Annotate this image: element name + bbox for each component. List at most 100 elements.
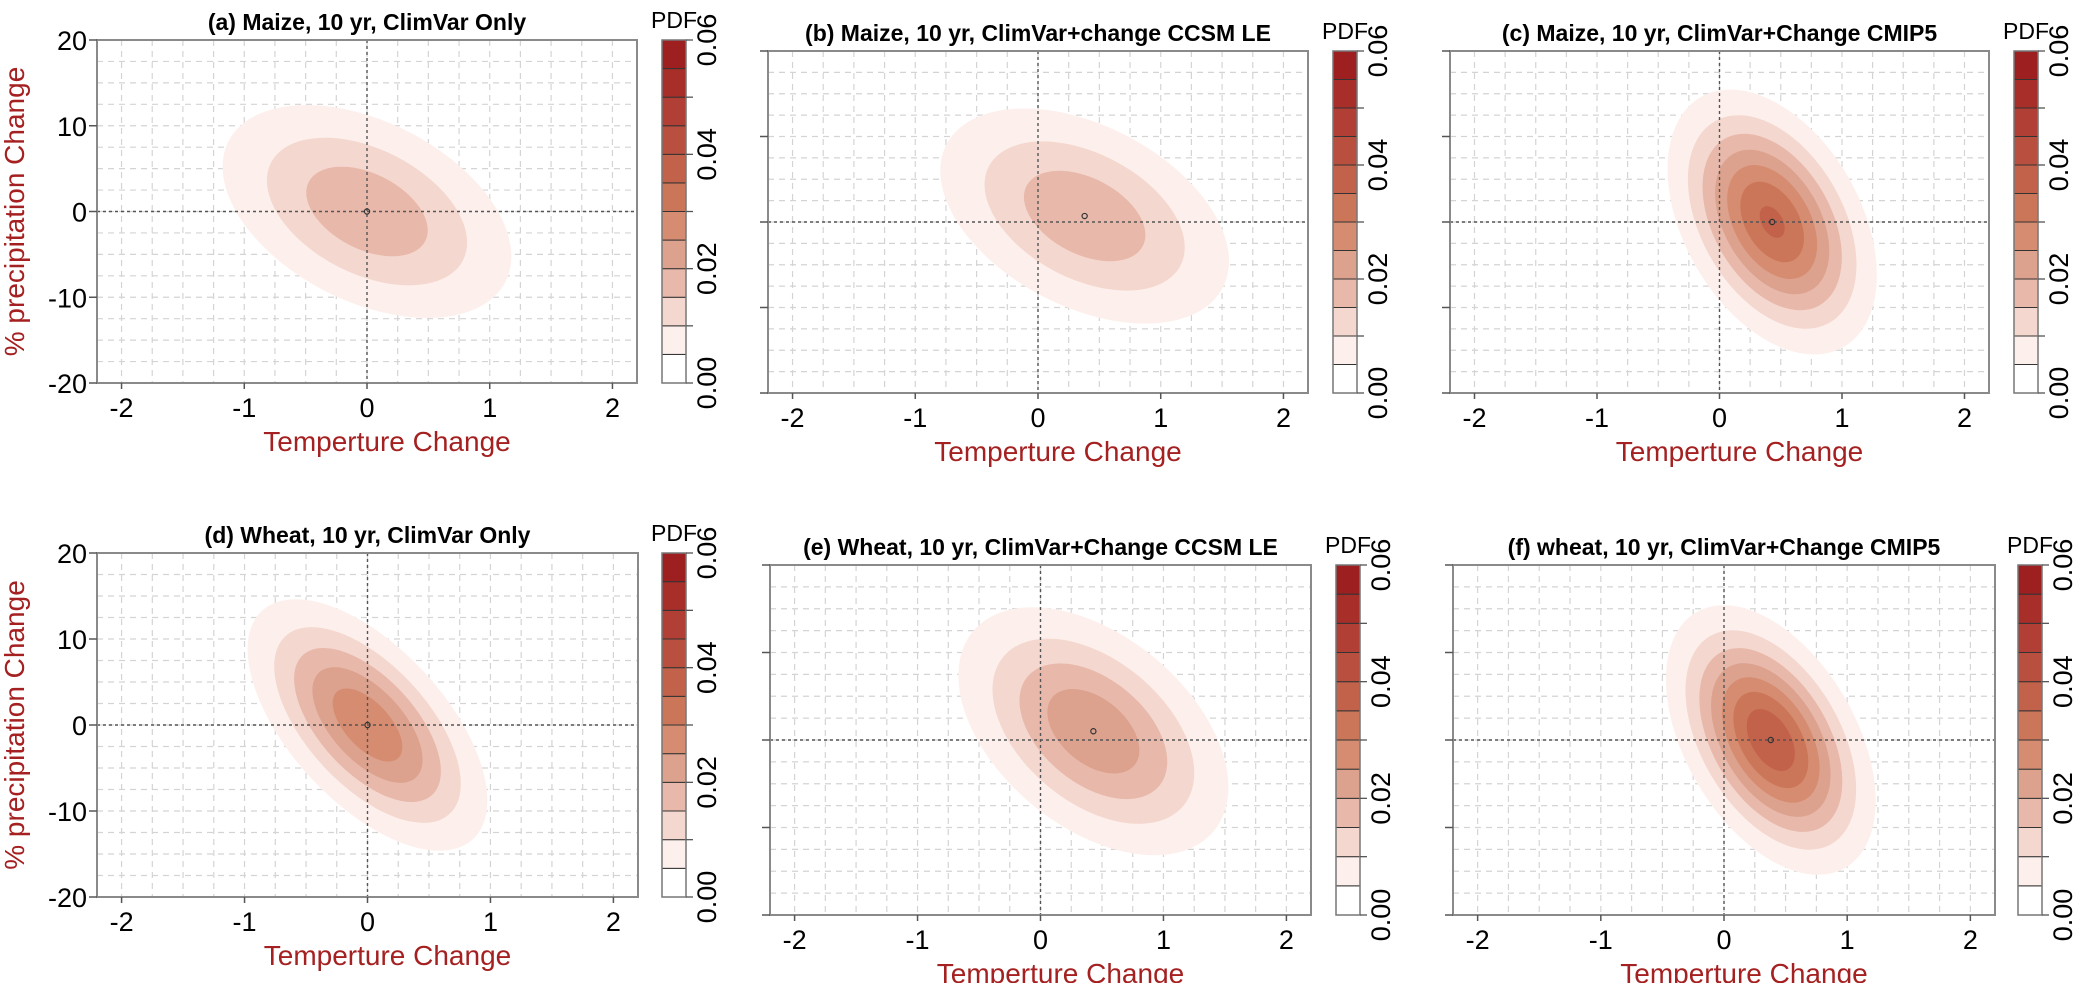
colorbar-swatch	[661, 153, 687, 184]
contour-bands	[940, 108, 1230, 324]
colorbar-tick-label: 0.00	[692, 357, 722, 410]
y-axis-label: % precipitation Change	[0, 580, 30, 870]
x-tick-label: -2	[783, 925, 807, 955]
colorbar-tick-label: 0.06	[692, 14, 722, 67]
colorbar-swatch	[1332, 335, 1358, 365]
x-axis-label: Temperture Change	[934, 436, 1181, 467]
colorbar-tick-label: 0.06	[1363, 25, 1393, 78]
colorbar-tick-label: 0.04	[2048, 655, 2078, 708]
colorbar-tick-label: 0.06	[692, 527, 722, 580]
colorbar-tick-label: 0.00	[2048, 889, 2078, 942]
x-tick-label: 1	[483, 907, 498, 937]
panel-a: (a) Maize, 10 yr, ClimVar Only-2 -1 0 1 2-20…	[0, 7, 722, 457]
panel-title: (d) Wheat, 10 yr, ClimVar Only	[205, 522, 531, 548]
colorbar-swatch	[1332, 307, 1358, 337]
panel-title: (c) Maize, 10 yr, ClimVar+Change CMIP5	[1502, 20, 1937, 46]
colorbar-swatch	[661, 667, 687, 697]
colorbar-swatch	[661, 296, 687, 327]
colorbar-tick-label: 0.04	[1366, 655, 1396, 708]
colorbar-swatch	[2017, 797, 2043, 828]
colorbar-label: PDF	[2007, 532, 2053, 558]
colorbar-swatch	[2017, 564, 2043, 595]
x-axis-label: Temperture Change	[937, 958, 1184, 983]
panel-title: (b) Maize, 10 yr, ClimVar+change CCSM LE	[805, 20, 1271, 46]
y-tick-label: -20	[48, 369, 87, 399]
colorbar-swatch	[1335, 797, 1361, 828]
x-tick-label: 0	[1030, 403, 1045, 433]
x-tick-label: 2	[1276, 403, 1291, 433]
colorbar-swatch	[1335, 564, 1361, 595]
colorbar-swatch	[2013, 193, 2039, 223]
colorbar-swatch	[1335, 681, 1361, 712]
x-tick-label: -2	[110, 907, 134, 937]
mode-marker	[363, 208, 371, 215]
panel-title: (e) Wheat, 10 yr, ClimVar+Change CCSM LE	[803, 534, 1278, 560]
panel-b: (b) Maize, 10 yr, ClimVar+change CCSM LE…	[760, 18, 1393, 467]
colorbar-swatch	[2017, 710, 2043, 741]
colorbar-swatch	[2017, 681, 2043, 712]
x-tick-label: 0	[359, 393, 374, 423]
panel-f: (f) wheat, 10 yr, ClimVar+Change CMIP5 -2…	[1445, 532, 2078, 983]
colorbar-tick-label: 0.04	[692, 128, 722, 181]
colorbar-tick-label: 0.02	[1366, 772, 1396, 825]
colorbar-tick-label: 0.06	[2044, 25, 2074, 78]
colorbar-swatch	[1332, 364, 1358, 394]
colorbar-swatch	[1335, 652, 1361, 683]
colorbar-swatch	[661, 68, 687, 98]
colorbar-swatch	[1332, 136, 1358, 166]
colorbar-swatch	[661, 182, 687, 213]
colorbar-swatch	[2013, 79, 2039, 109]
colorbar-swatch	[661, 867, 687, 898]
panel-title: (f) wheat, 10 yr, ClimVar+Change CMIP5	[1508, 534, 1941, 560]
x-tick-label: -1	[233, 907, 257, 937]
x-axis-label: Temperture Change	[1616, 436, 1863, 467]
colorbar-tick-label: 0.04	[2044, 139, 2074, 192]
colorbar-tick-label: 0.02	[2048, 772, 2078, 825]
y-tick-label: 20	[57, 539, 87, 569]
colorbar-swatch	[2013, 107, 2039, 137]
colorbar-swatch	[661, 724, 687, 755]
colorbar-tick-label: 0.02	[692, 756, 722, 809]
colorbar-swatch	[1332, 107, 1358, 137]
x-tick-label: -1	[1589, 925, 1613, 955]
x-tick-label: -1	[906, 925, 930, 955]
colorbar-swatch	[1335, 885, 1361, 916]
contour-bands	[1665, 605, 1876, 875]
mode-marker	[364, 721, 371, 729]
contour-band-7	[1746, 709, 1795, 771]
colorbar-swatch	[2013, 164, 2039, 194]
colorbar-swatch	[661, 753, 687, 783]
colorbar-swatch	[661, 239, 687, 270]
colorbar-label: PDF	[2003, 18, 2049, 44]
colorbar-swatch	[1335, 739, 1361, 770]
colorbar-swatch	[661, 638, 687, 669]
x-tick-label: 2	[606, 907, 621, 937]
y-tick-label: 10	[57, 112, 87, 142]
x-tick-label: 1	[1153, 403, 1168, 433]
colorbar-swatch	[1332, 250, 1358, 280]
y-tick-label: 0	[72, 198, 87, 228]
x-tick-label: -2	[110, 393, 134, 423]
colorbar-tick-label: 0.06	[2048, 539, 2078, 592]
colorbar-swatch	[661, 810, 687, 841]
panel-c: (c) Maize, 10 yr, ClimVar+Change CMIP5 -2…	[1442, 18, 2074, 467]
x-tick-label: -1	[903, 403, 927, 433]
colorbar-swatch	[1335, 710, 1361, 741]
colorbar-swatch	[661, 781, 687, 812]
colorbar-label: PDF	[1322, 18, 1368, 44]
colorbar-tick-label: 0.00	[2044, 367, 2074, 420]
x-tick-label: -1	[232, 393, 256, 423]
panel-title: (a) Maize, 10 yr, ClimVar Only	[208, 9, 527, 35]
x-tick-label: -2	[781, 403, 805, 433]
y-tick-label: 0	[72, 711, 87, 741]
colorbar-tick-label: 0.04	[692, 641, 722, 694]
colorbar-swatch	[2013, 250, 2039, 280]
colorbar-swatch	[1332, 193, 1358, 223]
colorbar-swatch	[2013, 136, 2039, 166]
colorbar-label: PDF	[651, 7, 697, 33]
colorbar-swatch	[2017, 768, 2043, 799]
x-tick-label: 2	[1279, 925, 1294, 955]
